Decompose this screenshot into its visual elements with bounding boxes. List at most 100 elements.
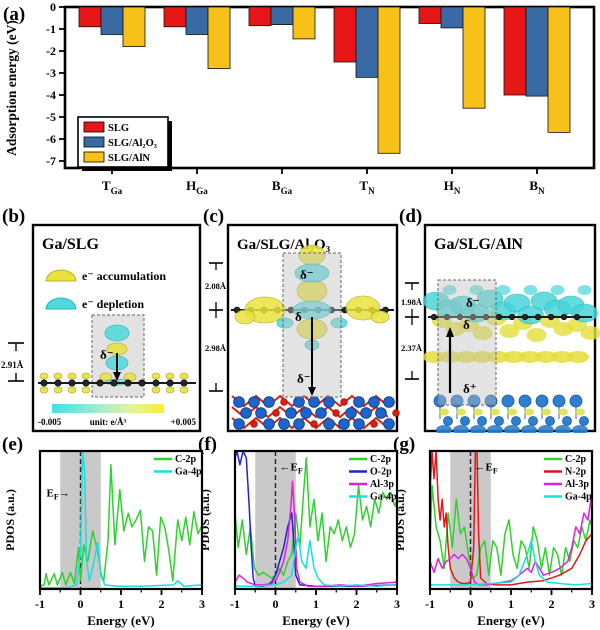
y-tick-label: -5 bbox=[46, 110, 56, 124]
delta-top: δ⁻ bbox=[466, 295, 480, 310]
pdos-curve-C-2p bbox=[40, 464, 202, 587]
legend-label: SLG/Al₂O₃ bbox=[108, 138, 157, 149]
depletion-label: e⁻ depletion bbox=[82, 297, 144, 311]
y-axis-title: Adsorption energy (eV) bbox=[4, 20, 19, 156]
legend-swatch bbox=[83, 151, 105, 163]
x-axis: -1 0 1 2 3 bbox=[230, 589, 400, 611]
x-axis: TGa HGa BGa TN HN BN bbox=[102, 168, 545, 196]
x-tick-label: 3 bbox=[199, 597, 205, 611]
bar-series-3 bbox=[122, 6, 571, 154]
y-axis: 0 -1 -2 -3 -4 -5 -6 -7 bbox=[46, 0, 65, 168]
adsorption-energy-bar-chart: 0 -1 -2 -3 -4 -5 -6 -7 Adsorption energy (eV) TGa… bbox=[0, 0, 600, 205]
legend-label: Ga-4p bbox=[175, 467, 202, 478]
bar bbox=[100, 6, 124, 35]
bars bbox=[78, 6, 571, 154]
x-axis-title: Energy (eV) bbox=[477, 613, 545, 628]
bar bbox=[503, 6, 527, 96]
x-axis: -1 0 1 2 3 bbox=[425, 589, 595, 611]
bar-series-1 bbox=[78, 6, 527, 96]
pdos-curve-Al-3p bbox=[430, 492, 592, 586]
legend-label: SLG bbox=[108, 123, 129, 134]
bar bbox=[270, 6, 294, 26]
pdos-legend: C-2p Ga-4p bbox=[154, 454, 202, 478]
bar bbox=[292, 6, 316, 40]
pdos-curve-C-2p bbox=[235, 457, 397, 579]
pdos-curves bbox=[235, 451, 397, 587]
x-tick-label: 1 bbox=[118, 597, 124, 611]
y-axis-title: PDOS (a.u.) bbox=[3, 489, 17, 551]
colorbar-max: +0.005 bbox=[171, 417, 197, 427]
y-axis-title: PDOS (a.u.) bbox=[393, 489, 407, 551]
delta-mid: δ bbox=[295, 309, 302, 324]
legend-label: C-2p bbox=[370, 454, 392, 465]
pdos-svg-e: C-2p Ga-4p EF→ -1 0 1 2 3 Energy (eV) PDOS (a.u.) bbox=[3, 449, 205, 628]
bar bbox=[333, 6, 357, 63]
x-tick-label: BGa bbox=[272, 178, 293, 196]
panel-label-e: (e) bbox=[2, 434, 24, 455]
x-tick-label: 0 bbox=[273, 597, 279, 611]
distance-bottom: 2.37Å bbox=[401, 343, 423, 353]
pdos-curve-Ga-4p bbox=[235, 535, 397, 587]
pdos-curve-Ga-4p bbox=[40, 451, 202, 589]
x-tick-label: 1 bbox=[313, 597, 319, 611]
x-tick-label: 2 bbox=[549, 597, 555, 611]
plot-frame bbox=[63, 5, 596, 170]
y-axis-title: PDOS (a.u.) bbox=[198, 489, 212, 551]
x-tick-label: 2 bbox=[159, 597, 165, 611]
delta-top: δ⁻ bbox=[300, 267, 314, 282]
accumulation-label: e⁻ accumulation bbox=[82, 269, 166, 283]
x-tick-label: 0 bbox=[78, 597, 84, 611]
x-tick-label: BN bbox=[529, 178, 545, 196]
distance-label: 2.91Å bbox=[1, 360, 24, 370]
y-tick-label: -1 bbox=[46, 22, 56, 36]
colorbar-unit: unit: e/Å³ bbox=[90, 417, 127, 427]
fermi-label: ←EF bbox=[280, 461, 303, 475]
x-tick-label: 0 bbox=[468, 597, 474, 611]
bar bbox=[185, 6, 209, 35]
pdos-panel-ga-slg-al2o3: C-2p O-2p Al-3p Ga-4p ←EF -1 0 1 2 3 Energy (eV) PD… bbox=[195, 433, 400, 630]
bar bbox=[462, 6, 486, 109]
structure-svg-d: Ga/SLG/AlN δ⁻ δ δ⁺ 1.98Å 2.37Å bbox=[401, 223, 600, 433]
legend-label: C-2p bbox=[565, 454, 587, 465]
colorbar bbox=[52, 404, 164, 413]
pdos-panel-ga-slg: C-2p Ga-4p EF→ -1 0 1 2 3 Energy (eV) PDOS (a.u.) bbox=[0, 433, 205, 630]
arrow-head bbox=[113, 372, 121, 381]
bar bbox=[207, 6, 231, 69]
bar bbox=[525, 6, 549, 97]
x-axis-title: Energy (eV) bbox=[282, 613, 350, 628]
pdos-curve-C-2p bbox=[430, 484, 592, 579]
bar bbox=[78, 6, 102, 28]
arrow-head bbox=[446, 327, 454, 337]
panel-label-b: (b) bbox=[2, 206, 26, 227]
x-tick-label: -1 bbox=[35, 597, 45, 611]
distance-top: 2.08Å bbox=[205, 281, 227, 291]
delta-label: δ⁻ bbox=[100, 347, 114, 362]
bar bbox=[248, 6, 272, 27]
panel-label-g: (g) bbox=[393, 434, 416, 455]
y-tick-label: 0 bbox=[50, 0, 56, 14]
legend-label: Al-3p bbox=[370, 479, 394, 490]
highlight-box bbox=[437, 279, 497, 406]
pdos-curve-O-2p bbox=[235, 451, 397, 587]
x-tick-label: 3 bbox=[589, 597, 595, 611]
colorbar-min: -0.005 bbox=[38, 417, 62, 427]
structure-svg-c: Ga/SLG/Al₂O₃ δ⁻ δ δ⁻ 2.08Å 2.98Å bbox=[205, 223, 400, 433]
x-tick-label: HN bbox=[444, 178, 461, 196]
pdos-curve-Ga-4p bbox=[430, 539, 592, 586]
bar bbox=[122, 6, 146, 47]
y-tick-label: -3 bbox=[46, 66, 56, 80]
x-axis: -1 0 1 2 3 bbox=[35, 589, 205, 611]
graphene-chain bbox=[428, 313, 592, 321]
x-tick-label: -1 bbox=[230, 597, 240, 611]
charge-isosurface-blobs bbox=[39, 324, 189, 394]
delta-bottom: δ⁻ bbox=[297, 371, 311, 386]
x-tick-label: HGa bbox=[186, 178, 208, 196]
x-tick-label: -1 bbox=[425, 597, 435, 611]
panel-label-a: (a) bbox=[3, 4, 26, 25]
distance-top: 1.98Å bbox=[401, 297, 423, 307]
delta-bottom: δ⁺ bbox=[463, 381, 477, 396]
legend-swatch bbox=[83, 121, 105, 133]
